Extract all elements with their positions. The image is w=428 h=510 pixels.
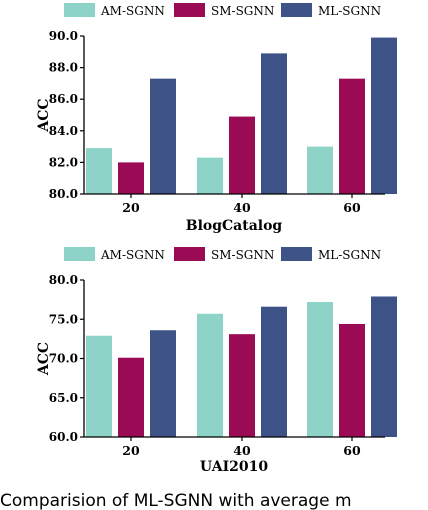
x-axis-title: BlogCatalog (186, 218, 283, 234)
legend-swatch-ml-sgnn (281, 3, 312, 17)
legend-swatch-ml-sgnn (281, 247, 312, 261)
y-axis-title: ACC (36, 342, 52, 376)
x-tick-label: 20 (122, 200, 140, 215)
legend-label-ml-sgnn: ML-SGNN (318, 4, 381, 18)
y-tick-label: 60.0 (49, 430, 78, 444)
bar-ml-sgnn-20 (150, 330, 176, 437)
legend-swatch-am-sgnn (64, 247, 95, 261)
bar-sm-sgnn-40 (229, 116, 255, 194)
bar-am-sgnn-20 (86, 148, 112, 194)
bar-am-sgnn-60 (307, 146, 333, 194)
bars (86, 296, 397, 437)
legend: AM-SGNN SM-SGNN ML-SGNN (64, 247, 381, 262)
y-axis-title: ACC (36, 98, 52, 132)
bar-am-sgnn-40 (197, 313, 223, 437)
bar-ml-sgnn-20 (150, 78, 176, 194)
legend-label-am-sgnn: AM-SGNN (100, 248, 165, 262)
x-tick-label: 60 (343, 443, 361, 458)
x-tick-label: 20 (122, 443, 140, 458)
chart-blogcatalog: AM-SGNN SM-SGNN ML-SGNN 80.0 82.0 84.0 86.0 88.… (36, 3, 397, 234)
y-tick-label: 88.0 (49, 61, 78, 75)
bar-ml-sgnn-40 (261, 53, 287, 194)
legend-label-am-sgnn: AM-SGNN (100, 4, 165, 18)
bar-am-sgnn-20 (86, 335, 112, 437)
bar-sm-sgnn-60 (339, 323, 365, 437)
x-tick-label: 40 (233, 200, 251, 215)
legend-swatch-sm-sgnn (174, 3, 205, 17)
bar-ml-sgnn-60 (371, 296, 397, 437)
bar-sm-sgnn-20 (118, 162, 144, 194)
y-tick-label: 90.0 (49, 29, 78, 43)
bar-am-sgnn-60 (307, 301, 333, 437)
y-tick-label: 80.0 (49, 273, 78, 287)
y-tick-label: 70.0 (49, 352, 78, 366)
bar-sm-sgnn-40 (229, 334, 255, 437)
y-tick-label: 75.0 (49, 312, 78, 326)
bar-sm-sgnn-20 (118, 357, 144, 437)
figure-caption: Comparision of ML-SGNN with average m (0, 491, 352, 510)
bar-ml-sgnn-60 (371, 37, 397, 194)
y-tick-label: 86.0 (49, 92, 78, 106)
x-tick-label: 40 (233, 443, 251, 458)
legend-swatch-am-sgnn (64, 3, 95, 17)
bar-ml-sgnn-40 (261, 306, 287, 437)
bar-am-sgnn-40 (197, 157, 223, 194)
y-tick-label: 84.0 (49, 124, 78, 138)
bars (86, 37, 397, 194)
legend: AM-SGNN SM-SGNN ML-SGNN (64, 3, 381, 18)
legend-label-ml-sgnn: ML-SGNN (318, 248, 381, 262)
legend-label-sm-sgnn: SM-SGNN (211, 4, 274, 18)
x-axis-title: UAI2010 (200, 459, 268, 475)
y-tick-label: 82.0 (49, 155, 78, 169)
y-tick-label: 80.0 (49, 187, 78, 201)
legend-label-sm-sgnn: SM-SGNN (211, 248, 274, 262)
y-tick-label: 65.0 (49, 391, 78, 405)
x-tick-label: 60 (343, 200, 361, 215)
bar-sm-sgnn-60 (339, 78, 365, 194)
chart-uai2010: AM-SGNN SM-SGNN ML-SGNN 60.0 65.0 70.0 75.0 80.… (36, 247, 397, 475)
legend-swatch-sm-sgnn (174, 247, 205, 261)
